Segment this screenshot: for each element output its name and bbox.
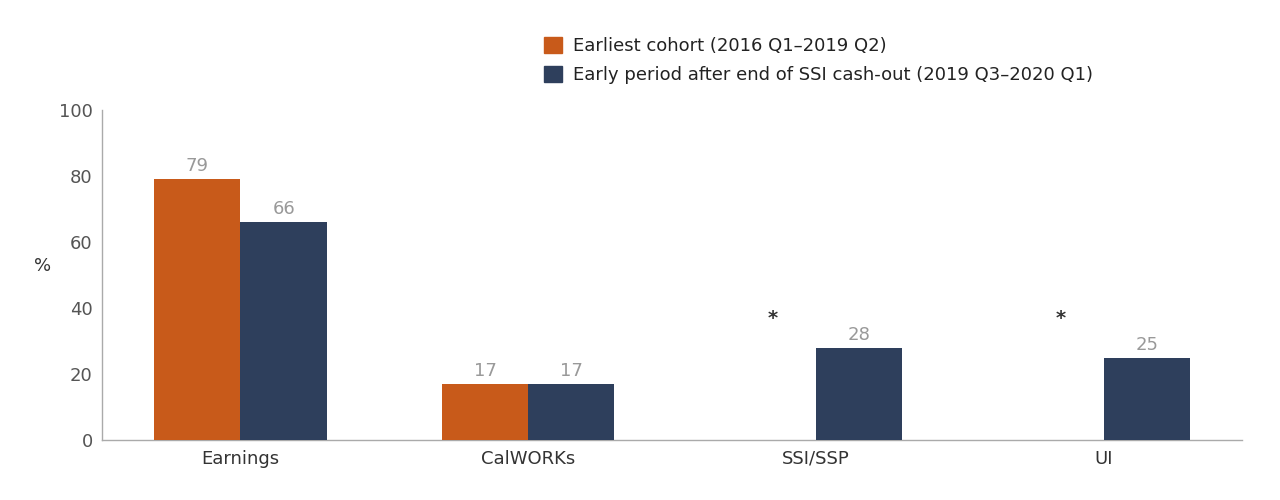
Text: 28: 28	[847, 326, 870, 344]
Bar	[241, 222, 326, 440]
Text: 17: 17	[474, 362, 497, 380]
Bar	[1103, 358, 1190, 440]
Bar	[529, 384, 614, 440]
Legend: Earliest cohort (2016 Q1–2019 Q2), Early period after end of SSI cash-out (2019 : Earliest cohort (2016 Q1–2019 Q2), Early…	[544, 36, 1093, 84]
Text: 79: 79	[186, 158, 209, 176]
Text: 66: 66	[273, 200, 294, 218]
Text: 17: 17	[559, 362, 582, 380]
Text: 25: 25	[1135, 336, 1158, 353]
Bar	[815, 348, 902, 440]
Text: *: *	[768, 309, 778, 328]
Bar	[154, 180, 241, 440]
Text: *: *	[1055, 309, 1065, 328]
Bar	[442, 384, 529, 440]
Y-axis label: %: %	[33, 257, 51, 275]
